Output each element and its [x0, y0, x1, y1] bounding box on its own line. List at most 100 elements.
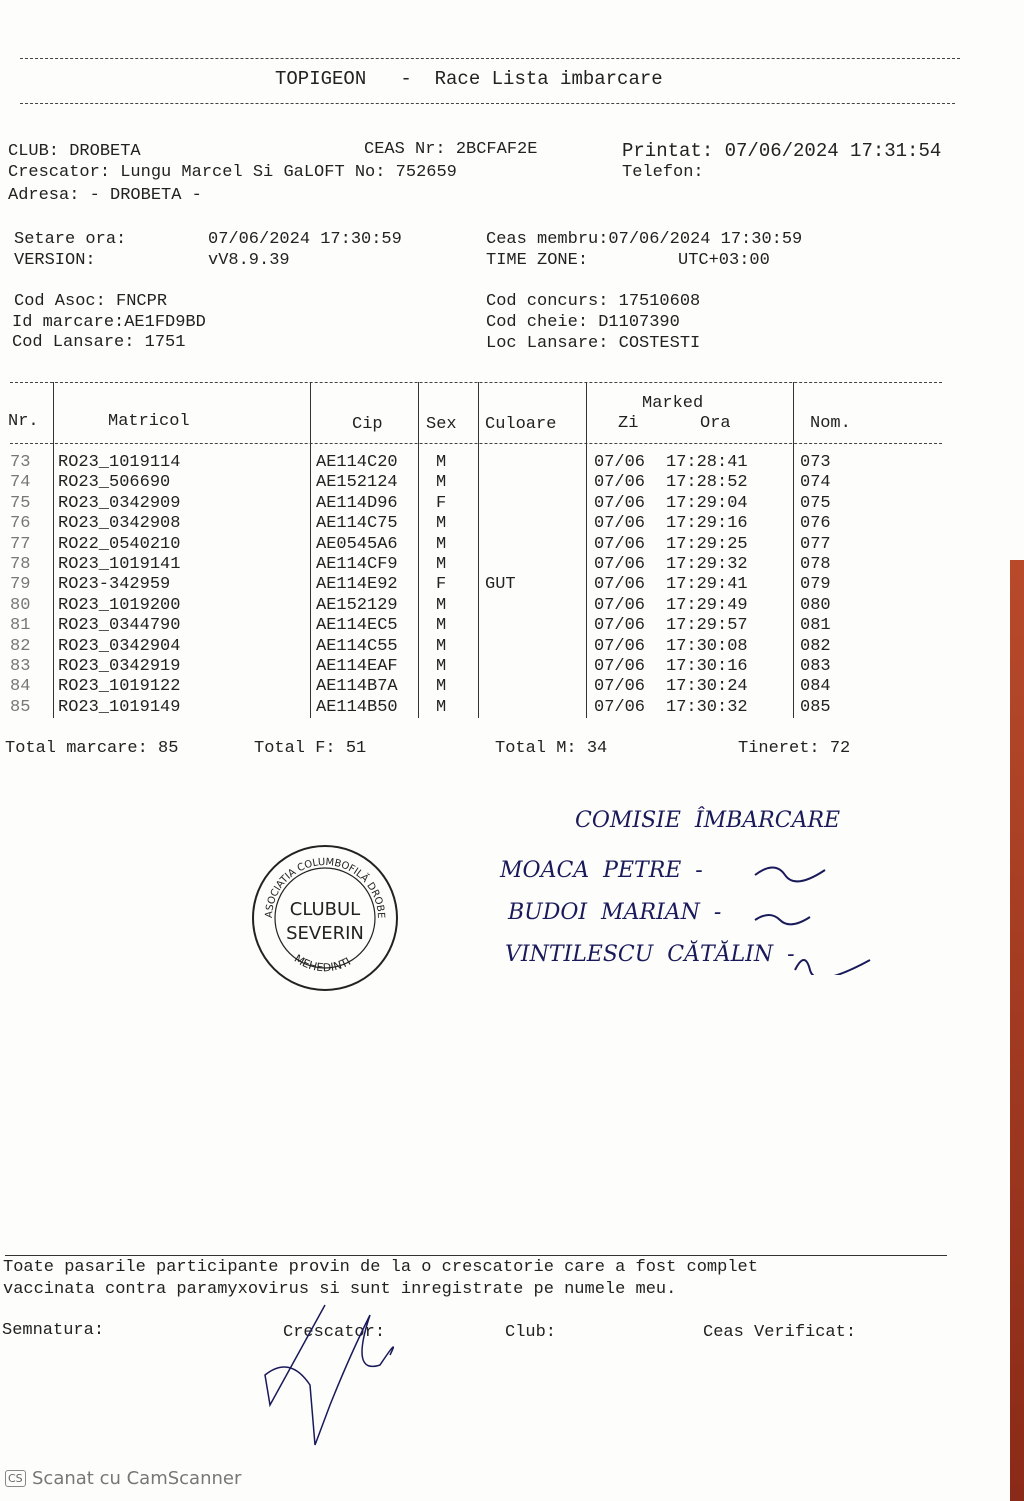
cell-nom: 081 [800, 616, 831, 636]
cell-zi: 07/06 [594, 575, 646, 595]
footer-rule [5, 1255, 947, 1256]
club-label: Club: [505, 1323, 557, 1342]
cell-zi: 07/06 [594, 657, 646, 676]
version-label: VERSION: [14, 251, 96, 270]
cell-nr: 78 [10, 555, 31, 574]
cell-matricol: RO23_0342919 [58, 657, 181, 676]
cell-cip: AE114EC5 [316, 616, 398, 636]
header-marked: Marked [642, 394, 704, 413]
cell-matricol: RO23_1019200 [58, 595, 181, 615]
cell-sex: F [436, 575, 447, 595]
cell-sex: M [436, 636, 447, 656]
header-sex: Sex [426, 415, 457, 434]
cell-cip: AE114CF9 [316, 555, 398, 574]
table-rule [10, 443, 942, 444]
declaration-line-1: Toate pasarile participante provin de la… [3, 1258, 758, 1277]
printat: Printat: 07/06/2024 17:31:54 [622, 140, 942, 162]
cell-culoare: GUT [485, 575, 516, 595]
svg-text:MEHEDINTI: MEHEDINTI [292, 952, 353, 974]
crescator: Crescator: Lungu Marcel Si GaLOFT No: 75… [8, 163, 457, 182]
cell-sex: M [436, 514, 447, 534]
cell-nr: 82 [10, 636, 31, 656]
svg-text:CLUBUL: CLUBUL [290, 899, 360, 920]
cell-nr: 75 [10, 493, 31, 513]
cod-concurs: Cod concurs: 17510608 [486, 292, 701, 311]
handwriting-member-1: MOACA PETRE - [500, 858, 703, 883]
tineret: Tineret: 72 [738, 739, 851, 758]
cell-cip: AE114C75 [316, 514, 398, 534]
timezone-label: TIME ZONE: [486, 251, 589, 270]
header-cip: Cip [352, 415, 383, 434]
cell-matricol: RO23_1019122 [58, 677, 181, 697]
cell-cip: AE114D96 [316, 493, 398, 513]
cell-matricol: RO23_0342909 [58, 493, 181, 513]
header-nom: Nom. [810, 414, 851, 433]
page-title: TOPIGEON - Race Lista imbarcare [275, 68, 663, 90]
handwriting-title: COMISIE ÎMBARCARE [575, 808, 841, 833]
cell-sex: M [436, 534, 447, 554]
cell-zi: 07/06 [594, 514, 646, 534]
cell-cip: AE114E92 [316, 575, 398, 595]
semnatura-label: Semnatura: [2, 1321, 105, 1340]
cell-sex: M [436, 697, 447, 717]
cell-sex: F [436, 493, 447, 513]
cell-zi: 07/06 [594, 493, 646, 513]
cell-zi: 07/06 [594, 636, 646, 656]
cell-nr: 83 [10, 657, 31, 676]
cell-sex: M [436, 473, 447, 493]
cell-ora: 17:29:04 [666, 493, 748, 513]
ceas-membru: Ceas membru:07/06/2024 17:30:59 [486, 230, 803, 249]
cell-cip: AE152129 [316, 595, 398, 615]
setare-label: Setare ora: [14, 230, 127, 249]
header-zi: Zi [618, 414, 639, 433]
camscanner-logo: CS [5, 1470, 26, 1487]
cell-ora: 17:29:41 [666, 575, 748, 595]
telefon: Telefon: [622, 163, 704, 182]
cell-nom: 073 [800, 453, 831, 472]
cell-sex: M [436, 616, 447, 636]
header-matricol: Matricol [108, 412, 190, 431]
cell-sex: M [436, 595, 447, 615]
cell-sex: M [436, 453, 447, 472]
cell-nom: 083 [800, 657, 831, 676]
loc-lansare: Loc Lansare: COSTESTI [486, 334, 701, 353]
cell-nom: 079 [800, 575, 831, 595]
timezone-value: UTC+03:00 [678, 251, 770, 270]
total-m: Total M: 34 [495, 739, 608, 758]
signatures [754, 866, 871, 975]
cell-cip: AE152124 [316, 473, 398, 493]
cod-lansare: Cod Lansare: 1751 [12, 333, 186, 352]
cell-ora: 17:30:32 [666, 697, 748, 717]
cell-matricol: RO23_0344790 [58, 616, 181, 636]
cell-matricol: RO22_0540210 [58, 534, 181, 554]
id-marcare: Id marcare:AE1FD9BD [12, 313, 206, 332]
declaration-line-2: vaccinata contra paramyxovirus si sunt i… [3, 1280, 677, 1299]
cell-ora: 17:29:25 [666, 534, 748, 554]
cell-cip: AE0545A6 [316, 534, 398, 554]
svg-text:SEVERIN: SEVERIN [286, 923, 364, 944]
cell-nr: 84 [10, 677, 31, 697]
cell-matricol: RO23_506690 [58, 473, 171, 493]
cell-nom: 082 [800, 636, 831, 656]
cell-sex: M [436, 555, 447, 574]
cell-sex: M [436, 657, 447, 676]
cell-ora: 17:28:41 [666, 453, 748, 472]
header-nr: Nr. [8, 412, 39, 431]
header-ora: Ora [700, 414, 731, 433]
ceas-verificat-label: Ceas Verificat: [703, 1323, 857, 1342]
cell-nr: 74 [10, 473, 31, 493]
header-culoare: Culoare [485, 415, 557, 434]
ceas-nr: CEAS Nr: 2BCFAF2E [364, 140, 538, 159]
cell-zi: 07/06 [594, 534, 646, 554]
cell-matricol: RO23_1019141 [58, 555, 181, 574]
cell-nr: 76 [10, 514, 31, 534]
divider [20, 103, 955, 104]
cell-nom: 085 [800, 697, 831, 717]
cell-zi: 07/06 [594, 453, 646, 472]
divider [20, 58, 960, 59]
cell-nr: 73 [10, 453, 31, 472]
cell-ora: 17:30:08 [666, 636, 748, 656]
version-value: vV8.9.39 [208, 251, 290, 270]
cell-nr: 80 [10, 595, 31, 615]
cell-ora: 17:30:24 [666, 677, 748, 697]
